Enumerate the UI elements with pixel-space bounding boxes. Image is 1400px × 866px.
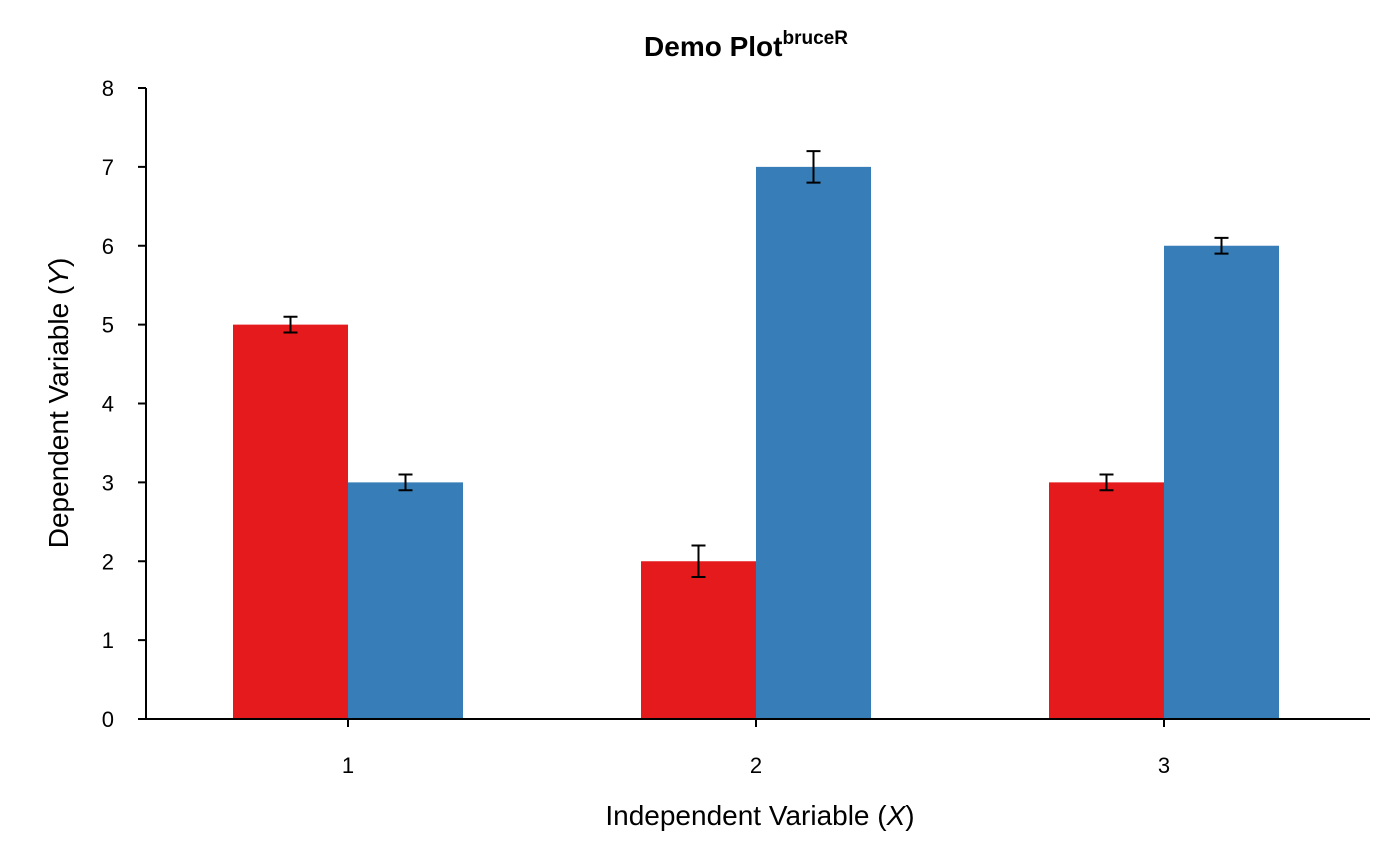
bar-series2-cat3	[1164, 245, 1279, 719]
bar-series2-cat1	[348, 482, 463, 719]
x-tick-label: 1	[342, 753, 354, 778]
y-tick-label: 4	[102, 392, 114, 417]
y-tick-label: 2	[102, 549, 114, 574]
y-tick-label: 6	[102, 234, 114, 259]
x-axis-label: Independent Variable (X)	[605, 800, 914, 831]
bars-group	[233, 166, 1279, 719]
error-bar-series2-cat2	[806, 150, 821, 184]
y-tick-label: 0	[102, 707, 114, 732]
y-tick-label: 1	[102, 628, 114, 653]
y-axis-label: Dependent Variable (Y)	[43, 258, 74, 549]
x-tick-label: 3	[1158, 753, 1170, 778]
error-bar-series1-cat2	[691, 544, 706, 579]
y-tick-label: 8	[102, 76, 114, 101]
error-bar-series1-cat3	[1099, 473, 1114, 492]
error-bar-series2-cat1	[398, 473, 413, 492]
bar-series1-cat1	[233, 324, 348, 719]
error-bar-series2-cat3	[1214, 236, 1229, 255]
bar-series2-cat2	[756, 166, 871, 719]
y-tick-label: 3	[102, 470, 114, 495]
y-tick-label: 5	[102, 313, 114, 338]
bar-series1-cat2	[641, 561, 756, 719]
bar-series1-cat3	[1049, 482, 1164, 719]
y-tick-label: 7	[102, 155, 114, 180]
chart-title: Demo PlotbruceR	[644, 28, 848, 62]
x-tick-label: 2	[750, 753, 762, 778]
error-bars-group	[283, 150, 1229, 579]
error-bar-series1-cat1	[283, 315, 298, 334]
y-axis-ticks: 0 1 2 3 4 5 6 7 8	[102, 76, 146, 732]
x-axis-ticks: 1 2 3	[342, 719, 1170, 778]
